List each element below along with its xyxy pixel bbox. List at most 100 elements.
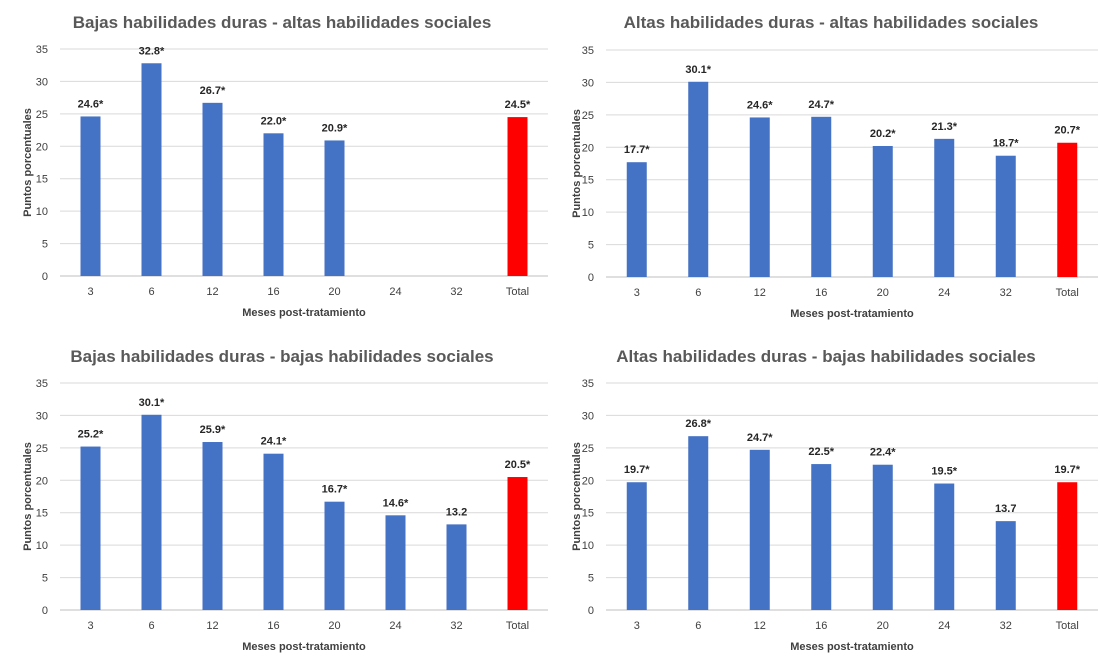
- gridlines: 0 5 10 15 20 25 30 35: [582, 45, 1098, 284]
- chart-title: Altas habilidades duras - bajas habilida…: [616, 347, 1036, 366]
- y-tick-label: 35: [36, 44, 48, 56]
- data-label: 18.7*: [993, 138, 1019, 150]
- bar: [202, 442, 223, 610]
- data-label: 30.1*: [685, 64, 711, 76]
- x-tick-label: Total: [506, 286, 529, 298]
- gridlines: 0 5 10 15 20 25 30 35: [36, 378, 548, 617]
- y-tick-label: 35: [36, 378, 48, 390]
- x-tick-label: 32: [1000, 287, 1012, 299]
- data-label: 19.7*: [624, 464, 650, 476]
- bars: 3 17.7* 6 30.1* 12 24.6* 16 24.7* 20 20.2* 24 21.3*…: [624, 64, 1081, 299]
- chart-title: Altas habilidades duras - altas habilida…: [624, 13, 1039, 32]
- data-label: 19.5*: [931, 466, 957, 478]
- bar: [626, 482, 647, 610]
- bar: [749, 449, 770, 610]
- x-tick-label: 16: [815, 620, 827, 632]
- x-tick-label: 20: [877, 287, 889, 299]
- chart-svg-altas-duras-bajas-sociales: Altas habilidades duras - bajas habilida…: [571, 347, 1098, 653]
- x-tick-label: 20: [328, 286, 340, 298]
- y-tick-label: 10: [36, 206, 48, 218]
- chart-panel-3: Bajas habilidades duras - bajas habilida…: [0, 330, 550, 660]
- y-axis-label: Puntos porcentuales: [22, 108, 34, 217]
- y-tick-label: 10: [36, 540, 48, 552]
- data-label: 24.1*: [261, 436, 287, 448]
- x-tick-label: Total: [506, 620, 529, 632]
- total-bar: [1057, 142, 1078, 277]
- chart-panel-1: Bajas habilidades duras - altas habilida…: [0, 0, 550, 330]
- x-tick-label: 32: [1000, 620, 1012, 632]
- bar: [872, 464, 893, 610]
- bar: [202, 102, 223, 277]
- data-label: 24.7*: [808, 99, 834, 111]
- x-axis-label: Meses post-tratamiento: [790, 308, 914, 320]
- bar: [141, 63, 162, 276]
- x-tick-label: 6: [695, 287, 701, 299]
- y-tick-label: 35: [582, 45, 594, 57]
- bar: [688, 81, 709, 277]
- bar: [324, 140, 345, 276]
- chart-panel-4: Altas habilidades duras - bajas habilida…: [550, 330, 1100, 660]
- y-tick-label: 15: [582, 175, 594, 187]
- data-label: 25.9*: [200, 424, 226, 436]
- bar: [80, 446, 101, 610]
- data-label: 20.9*: [322, 122, 348, 134]
- chart-panel-2: Altas habilidades duras - altas habilida…: [550, 0, 1100, 330]
- x-tick-label: 24: [389, 620, 401, 632]
- data-label: 22.0*: [261, 115, 287, 127]
- y-tick-label: 30: [36, 76, 48, 88]
- bar: [446, 524, 467, 610]
- x-tick-label: 12: [754, 287, 766, 299]
- x-tick-label: 6: [695, 620, 701, 632]
- bar: [811, 116, 832, 277]
- bar: [385, 515, 406, 610]
- bar: [811, 464, 832, 610]
- gridlines: 0 5 10 15 20 25 30 35: [582, 378, 1098, 617]
- y-tick-label: 20: [582, 475, 594, 487]
- bar: [263, 453, 284, 610]
- total-bar: [507, 477, 528, 610]
- x-tick-label: 24: [938, 287, 950, 299]
- bar: [324, 501, 345, 610]
- x-tick-label: 3: [87, 620, 93, 632]
- data-label: 13.7: [995, 503, 1016, 515]
- chart-title: Bajas habilidades duras - altas habilida…: [73, 13, 492, 32]
- y-tick-label: 0: [588, 272, 594, 284]
- bar: [688, 436, 709, 610]
- x-tick-label: 32: [450, 286, 462, 298]
- y-tick-label: 25: [36, 109, 48, 121]
- chart-title: Bajas habilidades duras - bajas habilida…: [70, 347, 493, 366]
- data-label: 26.7*: [200, 85, 226, 97]
- data-label: 24.5*: [505, 99, 531, 111]
- y-tick-label: 20: [36, 475, 48, 487]
- data-label: 32.8*: [139, 45, 165, 57]
- data-label: 19.7*: [1054, 464, 1080, 476]
- y-axis-label: Puntos porcentuales: [571, 442, 583, 551]
- y-tick-label: 5: [42, 573, 48, 585]
- chart-svg-bajas-duras-bajas-sociales: Bajas habilidades duras - bajas habilida…: [22, 347, 548, 653]
- bar: [934, 483, 955, 610]
- x-tick-label: 16: [267, 620, 279, 632]
- x-tick-label: 12: [206, 620, 218, 632]
- bars: 3 25.2* 6 30.1* 12 25.9* 16 24.1* 20 16.7* 24 14.6*…: [78, 397, 531, 632]
- y-tick-label: 35: [582, 378, 594, 390]
- x-tick-label: Total: [1056, 620, 1079, 632]
- data-label: 17.7*: [624, 144, 650, 156]
- chart-svg-altas-duras-altas-sociales: Altas habilidades duras - altas habilida…: [571, 13, 1098, 320]
- data-label: 20.7*: [1054, 125, 1080, 137]
- bars: 3 24.6* 6 32.8* 12 26.7* 16 22.0* 20 20.9* 24 32 Tot…: [78, 45, 531, 298]
- bar: [749, 117, 770, 277]
- bars: 3 19.7* 6 26.8* 12 24.7* 16 22.5* 20 22.4* 24 19.5*…: [624, 418, 1081, 632]
- y-tick-label: 25: [582, 443, 594, 455]
- x-tick-label: 3: [634, 620, 640, 632]
- y-tick-label: 25: [36, 443, 48, 455]
- x-axis-label: Meses post-tratamiento: [242, 641, 366, 653]
- x-tick-label: 12: [206, 286, 218, 298]
- total-bar: [507, 117, 528, 276]
- data-label: 30.1*: [139, 397, 165, 409]
- x-tick-label: 6: [148, 286, 154, 298]
- x-tick-label: 32: [450, 620, 462, 632]
- bar: [141, 414, 162, 610]
- y-tick-label: 0: [42, 271, 48, 283]
- y-tick-label: 30: [36, 410, 48, 422]
